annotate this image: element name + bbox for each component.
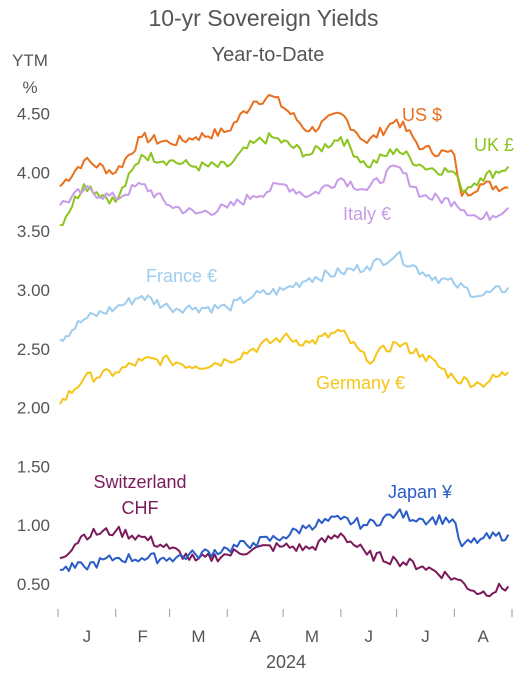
x-tick-label: A	[477, 627, 489, 646]
series-line-italy	[59, 164, 510, 221]
series-label-italy: Italy €	[343, 204, 391, 224]
y-tick-label: 4.50	[17, 105, 50, 124]
chart-title: 10-yr Sovereign Yields	[148, 5, 378, 31]
series-line-switzerland-chf	[59, 525, 510, 598]
series-line-france	[59, 250, 510, 342]
series-label-germany: Germany €	[316, 373, 405, 393]
x-axis-label: 2024	[266, 652, 306, 672]
y-tick-label: 3.00	[17, 281, 50, 300]
x-tick-label: F	[137, 627, 147, 646]
y-tick-label: 3.50	[17, 222, 50, 241]
series-line-uk	[59, 132, 510, 227]
series-label-uk: UK £	[474, 135, 514, 155]
x-tick-label: M	[191, 627, 205, 646]
y-tick-label: 1.00	[17, 516, 50, 535]
series-label-us: US $	[402, 105, 442, 125]
y-tick-label: 4.00	[17, 163, 50, 182]
y-tick-label: 2.00	[17, 399, 50, 418]
series-label-switzerland-line1: Switzerland	[93, 472, 186, 492]
y-tick-label: 2.50	[17, 340, 50, 359]
x-tick-label: M	[305, 627, 319, 646]
x-tick-label: J	[421, 627, 430, 646]
series-label-japan: Japan ¥	[388, 482, 453, 502]
series-label-switzerland-line2: CHF	[122, 498, 159, 518]
y-tick-group: 0.50 1.00 1.50 2.00 2.50 3.00 3.50 4.00 4.50	[17, 105, 50, 594]
series-line-germany	[59, 328, 509, 405]
x-tick-label: J	[83, 627, 92, 646]
y-axis-label-line1: YTM	[12, 51, 48, 70]
series-label-france: France €	[146, 266, 217, 286]
series-line-japan	[59, 508, 510, 572]
y-tick-label: 1.50	[17, 457, 50, 476]
y-axis-label-line2: %	[22, 78, 37, 97]
chart-subtitle: Year-to-Date	[212, 44, 325, 66]
series-line-us	[59, 94, 509, 197]
series-group	[59, 94, 510, 598]
y-tick-label: 0.50	[17, 575, 50, 594]
x-tick-label: J	[364, 627, 373, 646]
x-tick-label: A	[250, 627, 262, 646]
